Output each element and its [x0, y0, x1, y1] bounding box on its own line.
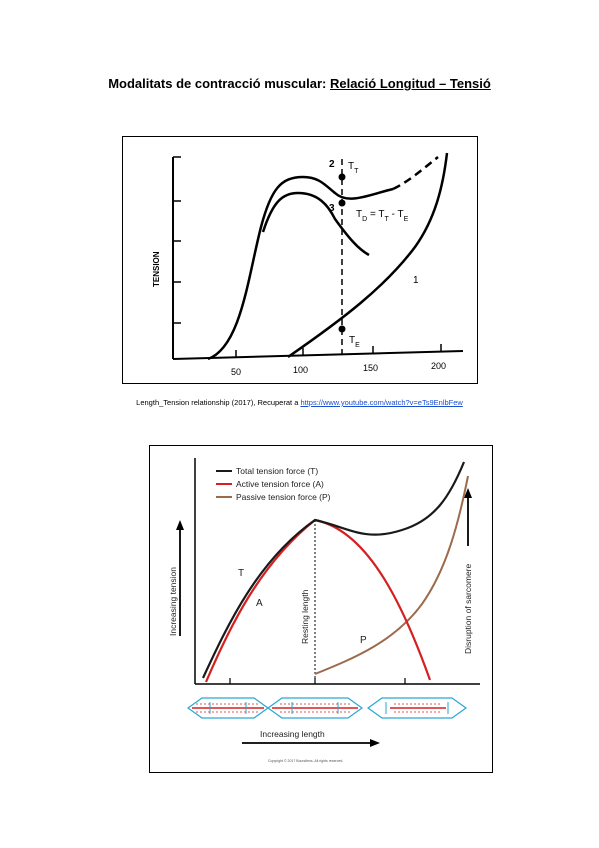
sarcomere-resting	[266, 697, 364, 719]
sarcomere-short	[186, 697, 270, 719]
x-tick-label: 50	[231, 367, 241, 377]
title-prefix: Modalitats de contracció muscular:	[108, 76, 330, 91]
total-tension-curve	[202, 461, 466, 679]
curve-label-a: A	[256, 598, 263, 609]
point-label-3: 3	[329, 203, 335, 214]
te-label: TE	[349, 335, 360, 349]
passive-tension-curve	[314, 475, 469, 675]
td-equation-label: TD = TT - TE	[356, 209, 409, 223]
resting-length-label: Resting length	[300, 589, 310, 644]
legend: Total tension force (T) Active tension f…	[216, 466, 331, 502]
x-axis	[172, 350, 464, 360]
title-emphasis: Relació Longitud – Tensió	[329, 76, 491, 91]
active-tension-curve	[204, 518, 432, 683]
disruption-arrowhead	[464, 488, 472, 498]
tt-label: TT	[348, 161, 359, 175]
caption-text: Length_Tension relationship (2017), Recu…	[136, 398, 301, 407]
legend-label-active: Active tension force (A)	[236, 479, 324, 489]
figure-caption: Length_Tension relationship (2017), Recu…	[0, 398, 599, 407]
tension-arrowhead	[176, 520, 184, 530]
page-title: Modalitats de contracció muscular: Relac…	[0, 76, 599, 91]
curve-label-p: P	[360, 635, 367, 646]
length-arrowhead	[370, 739, 380, 747]
x-tick-label: 100	[293, 365, 308, 375]
y-axis-label: Increasing tension	[168, 567, 178, 636]
sarcomere-stretched	[366, 697, 468, 719]
total-tension-curve	[207, 175, 394, 361]
legend-label-passive: Passive tension force (P)	[236, 492, 331, 502]
point-label-2: 2	[329, 159, 335, 170]
length-tension-diagram-1: 50 100 150 200 TENSION 2 3 1 TT TD = TT …	[122, 136, 478, 384]
length-tension-diagram-2: Total tension force (T) Active tension f…	[149, 445, 493, 773]
x-axis-label: Increasing length	[260, 729, 325, 739]
point-tt	[338, 173, 346, 181]
disruption-label: Disruption of sarcomere	[463, 563, 473, 654]
total-tension-curve-dashed	[392, 156, 439, 191]
point-td	[338, 199, 346, 207]
point-label-1: 1	[413, 275, 419, 286]
x-tick-label: 200	[431, 361, 446, 371]
passive-tension-curve	[287, 152, 449, 359]
curve-label-t: T	[238, 568, 244, 579]
x-tick-label: 150	[363, 363, 378, 373]
point-te	[338, 325, 346, 333]
caption-link[interactable]: https://www.youtube.com/watch?v=eTs9Enlb…	[300, 398, 463, 407]
y-axis-label: TENSION	[152, 251, 161, 287]
legend-label-total: Total tension force (T)	[236, 466, 318, 476]
developed-tension-curve	[261, 191, 370, 257]
copyright: Copyright © 2017 Boundless. All rights r…	[268, 759, 343, 763]
